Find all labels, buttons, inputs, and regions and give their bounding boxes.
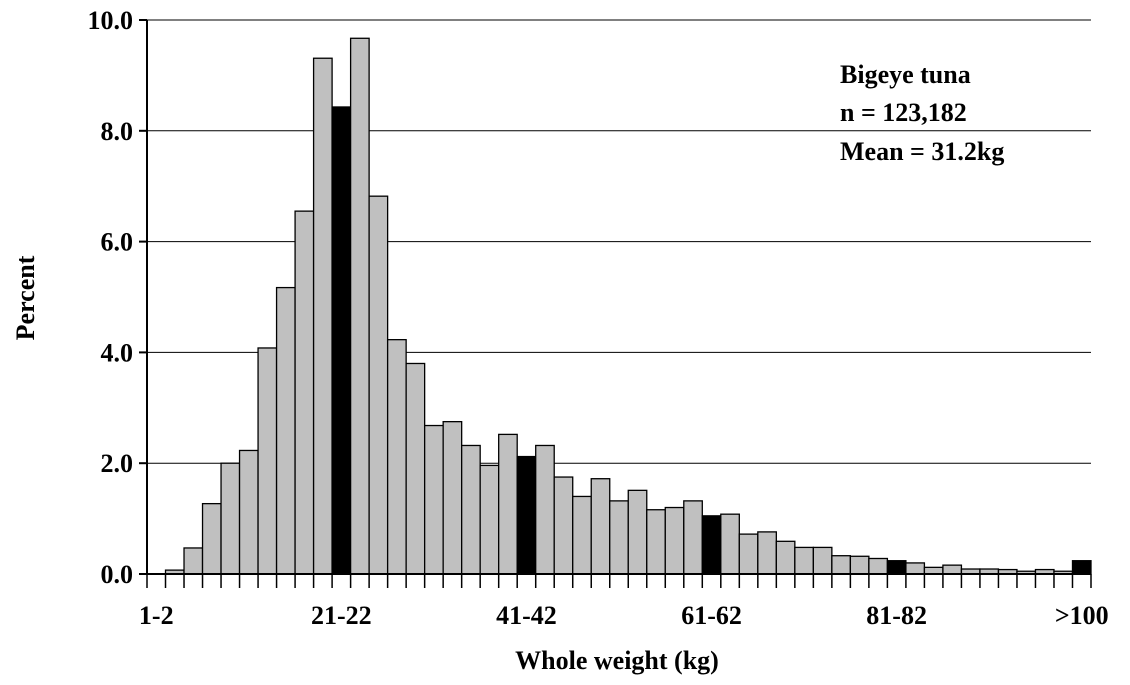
histogram-bar [220, 462, 241, 575]
y-tick-label: 6.0 [101, 228, 134, 257]
y-axis-title: Percent [11, 255, 40, 340]
histogram-bar [627, 489, 648, 575]
annotation-mean: Mean = 31.2kg [840, 137, 1004, 166]
histogram-bar [683, 500, 703, 575]
histogram-bar [664, 506, 685, 575]
histogram-bar [535, 444, 555, 575]
histogram-bar [386, 339, 407, 575]
x-tick-labels: 1-2 21-22 41-42 61-62 81-82 >100 [139, 601, 1109, 630]
histogram-bar-highlighted [331, 106, 352, 575]
x-tick-label: 41-42 [496, 601, 557, 630]
x-tick-label: 81-82 [866, 601, 927, 630]
annotation-box: Bigeye tuna n = 123,182 Mean = 31.2kg [840, 60, 1004, 166]
x-axis-title: Whole weight (kg) [515, 646, 719, 675]
histogram-bar [646, 509, 666, 575]
histogram-bar [498, 433, 518, 575]
histogram-bar [775, 540, 796, 575]
histogram-bar [553, 476, 574, 575]
histogram-bar [849, 555, 870, 575]
histogram-bar [405, 362, 426, 575]
histogram-bar [479, 464, 500, 575]
histogram-bar [349, 37, 370, 575]
x-tick-label: 21-22 [311, 601, 372, 630]
histogram-bar [794, 546, 815, 575]
histogram-bar [238, 449, 259, 575]
axes [139, 19, 1092, 588]
histogram-bar [275, 286, 296, 575]
histogram-bar [868, 557, 889, 575]
histogram-bar [609, 500, 629, 575]
bars [164, 37, 1092, 575]
histogram-bar [461, 444, 481, 575]
histogram-bar [257, 347, 278, 575]
y-tick-label: 2.0 [101, 449, 134, 478]
histogram-bar [294, 210, 315, 575]
histogram-bar-highlighted [1071, 560, 1092, 575]
histogram-bar [738, 533, 759, 575]
x-tick-label: 61-62 [681, 601, 742, 630]
y-tick-labels: 0.0 2.0 4.0 6.0 8.0 10.0 [88, 6, 134, 589]
annotation-sample-size: n = 123,182 [840, 98, 967, 127]
histogram-bar [905, 562, 926, 575]
histogram-bar [312, 57, 333, 575]
y-tick-label: 8.0 [101, 117, 134, 146]
histogram-bar [442, 420, 463, 575]
histogram-bar [590, 478, 611, 575]
histogram-bar [572, 495, 592, 575]
histogram-bar [942, 564, 963, 575]
histogram-bar [183, 547, 204, 575]
histogram-bar-highlighted [886, 560, 907, 575]
x-tick-label: >100 [1055, 601, 1109, 630]
histogram-bar-highlighted [516, 455, 537, 575]
histogram-bar [423, 424, 444, 575]
histogram-bar [812, 546, 833, 575]
histogram-bar [201, 502, 222, 575]
y-tick-label: 4.0 [101, 338, 134, 367]
annotation-species: Bigeye tuna [840, 60, 971, 89]
histogram-bar [368, 195, 389, 575]
histogram-bar [757, 531, 777, 575]
y-tick-label: 0.0 [101, 560, 134, 589]
histogram-bar [831, 555, 852, 575]
y-tick-label: 10.0 [88, 6, 134, 35]
histogram-bar [720, 513, 740, 575]
x-tick-label: 1-2 [139, 601, 174, 630]
histogram-bar-highlighted [701, 515, 722, 575]
